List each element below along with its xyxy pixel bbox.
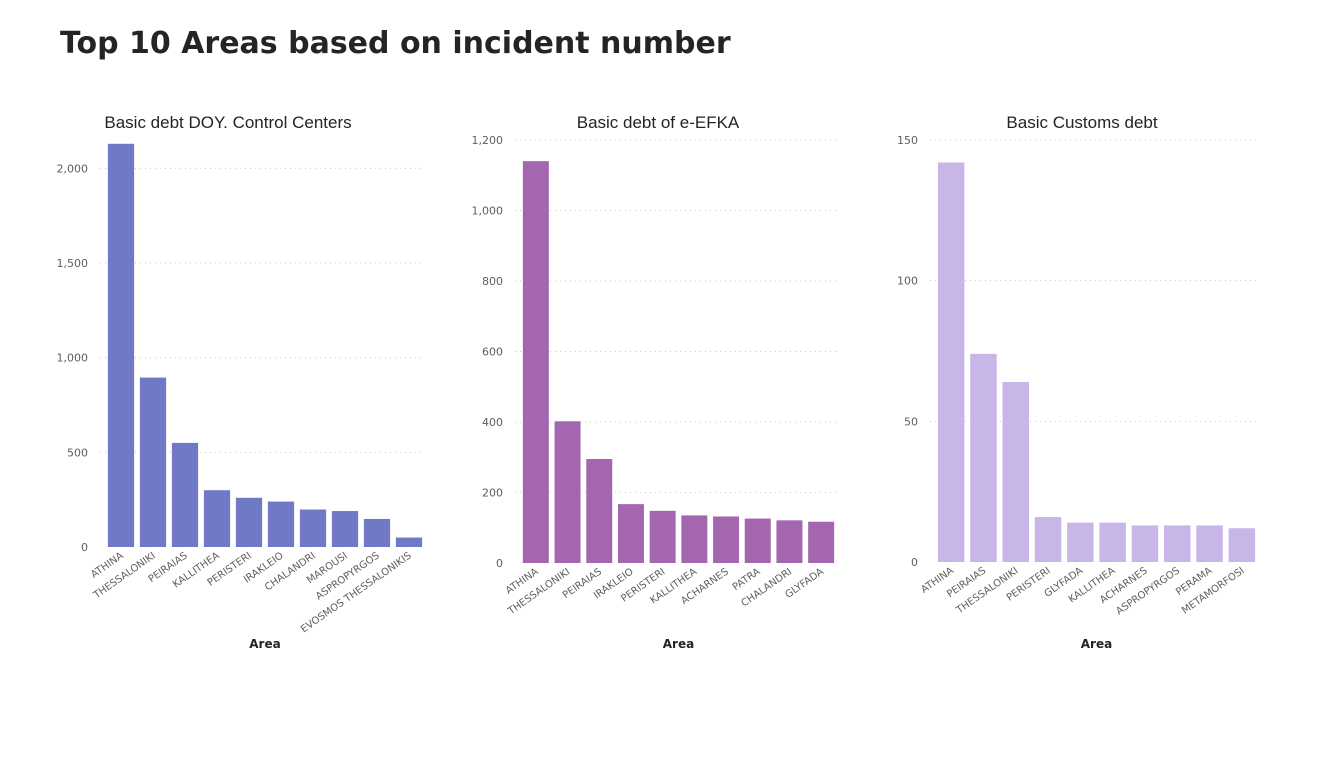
bar-aspropyrgos[interactable] [363, 518, 391, 547]
bar-acharnes[interactable] [1131, 525, 1159, 562]
y-tick-label: 0 [496, 557, 503, 570]
bar-aspropyrgos[interactable] [1164, 525, 1191, 562]
bar-peiraias[interactable] [171, 442, 199, 547]
chart-svg: Basic debt DOY. Control Centers 0 500 1,000… [57, 113, 425, 651]
bar-peristeri[interactable] [1034, 516, 1062, 562]
y-tick-label: 1,000 [57, 352, 89, 365]
bar-athina[interactable] [107, 143, 135, 547]
y-tick-label: 100 [897, 275, 918, 288]
y-tick-label: 1,500 [57, 257, 89, 270]
bar-kallithea[interactable] [203, 490, 231, 547]
y-tick-label: 150 [897, 134, 918, 147]
bar-patra[interactable] [744, 518, 771, 563]
y-tick-label: 0 [81, 541, 88, 554]
chart-title: Basic debt DOY. Control Centers [104, 113, 351, 132]
x-axis-label: Area [1081, 637, 1112, 651]
bar-glyfada[interactable] [808, 521, 835, 563]
y-tick-label: 0 [911, 556, 918, 569]
bar-chalandri[interactable] [299, 509, 327, 547]
bar-peristeri[interactable] [235, 497, 263, 547]
bar-peiraias[interactable] [586, 459, 613, 563]
bar-chalandri[interactable] [776, 520, 803, 563]
bar-glyfada[interactable] [1067, 522, 1094, 562]
y-tick-label: 200 [482, 487, 503, 500]
bar-acharnes[interactable] [713, 516, 740, 563]
chart-svg: Basic debt of e-EFKA 0 200 400 600 800 1,000 1,… [472, 113, 837, 651]
page-title: Top 10 Areas based on incident number [60, 26, 731, 61]
chart-title: Basic debt of e-EFKA [577, 113, 740, 132]
bar-irakleio[interactable] [617, 504, 644, 563]
bar-peristeri[interactable] [649, 510, 676, 563]
chart-customs[interactable]: Basic Customs debt 0 50 100 150 ATHINA PEIRAIA… [870, 0, 1280, 680]
bar-perama[interactable] [1196, 525, 1223, 562]
chart-svg: Basic Customs debt050100150ATHINAPEIRAIA… [897, 113, 1258, 651]
bar-metamorfosi[interactable] [1228, 528, 1256, 562]
bar-irakleio[interactable] [267, 501, 295, 547]
bar-evosmos-thessalonikis[interactable] [395, 537, 423, 547]
bar-kallithea[interactable] [1099, 522, 1126, 562]
bar-thessaloniki[interactable] [1002, 381, 1029, 562]
chart-e-efka[interactable]: Basic debt of e-EFKA 0 200 400 600 800 1,000 1,… [450, 0, 860, 680]
x-axis-label: Area [249, 637, 280, 651]
bar-thessaloniki[interactable] [139, 377, 167, 547]
y-tick-label: 2,000 [57, 162, 89, 175]
chart-doy-control-centers[interactable]: Basic debt DOY. Control Centers 0 500 1,000… [30, 0, 440, 680]
bar-athina[interactable] [937, 162, 965, 563]
y-tick-label: 400 [482, 416, 503, 429]
chart-title: Basic Customs debt [1006, 113, 1157, 132]
y-tick-label: 1,200 [472, 134, 504, 147]
x-axis-label: Area [663, 637, 694, 651]
y-tick-label: 1,000 [472, 205, 504, 218]
bar-kallithea[interactable] [681, 515, 708, 563]
y-tick-label: 800 [482, 275, 503, 288]
bar-athina[interactable] [522, 161, 549, 563]
bar-thessaloniki[interactable] [554, 421, 581, 563]
y-tick-label: 600 [482, 346, 503, 359]
bar-peiraias[interactable] [970, 353, 997, 562]
bar-marousi[interactable] [331, 511, 359, 547]
y-tick-label: 50 [904, 415, 918, 428]
y-tick-label: 500 [67, 446, 88, 459]
